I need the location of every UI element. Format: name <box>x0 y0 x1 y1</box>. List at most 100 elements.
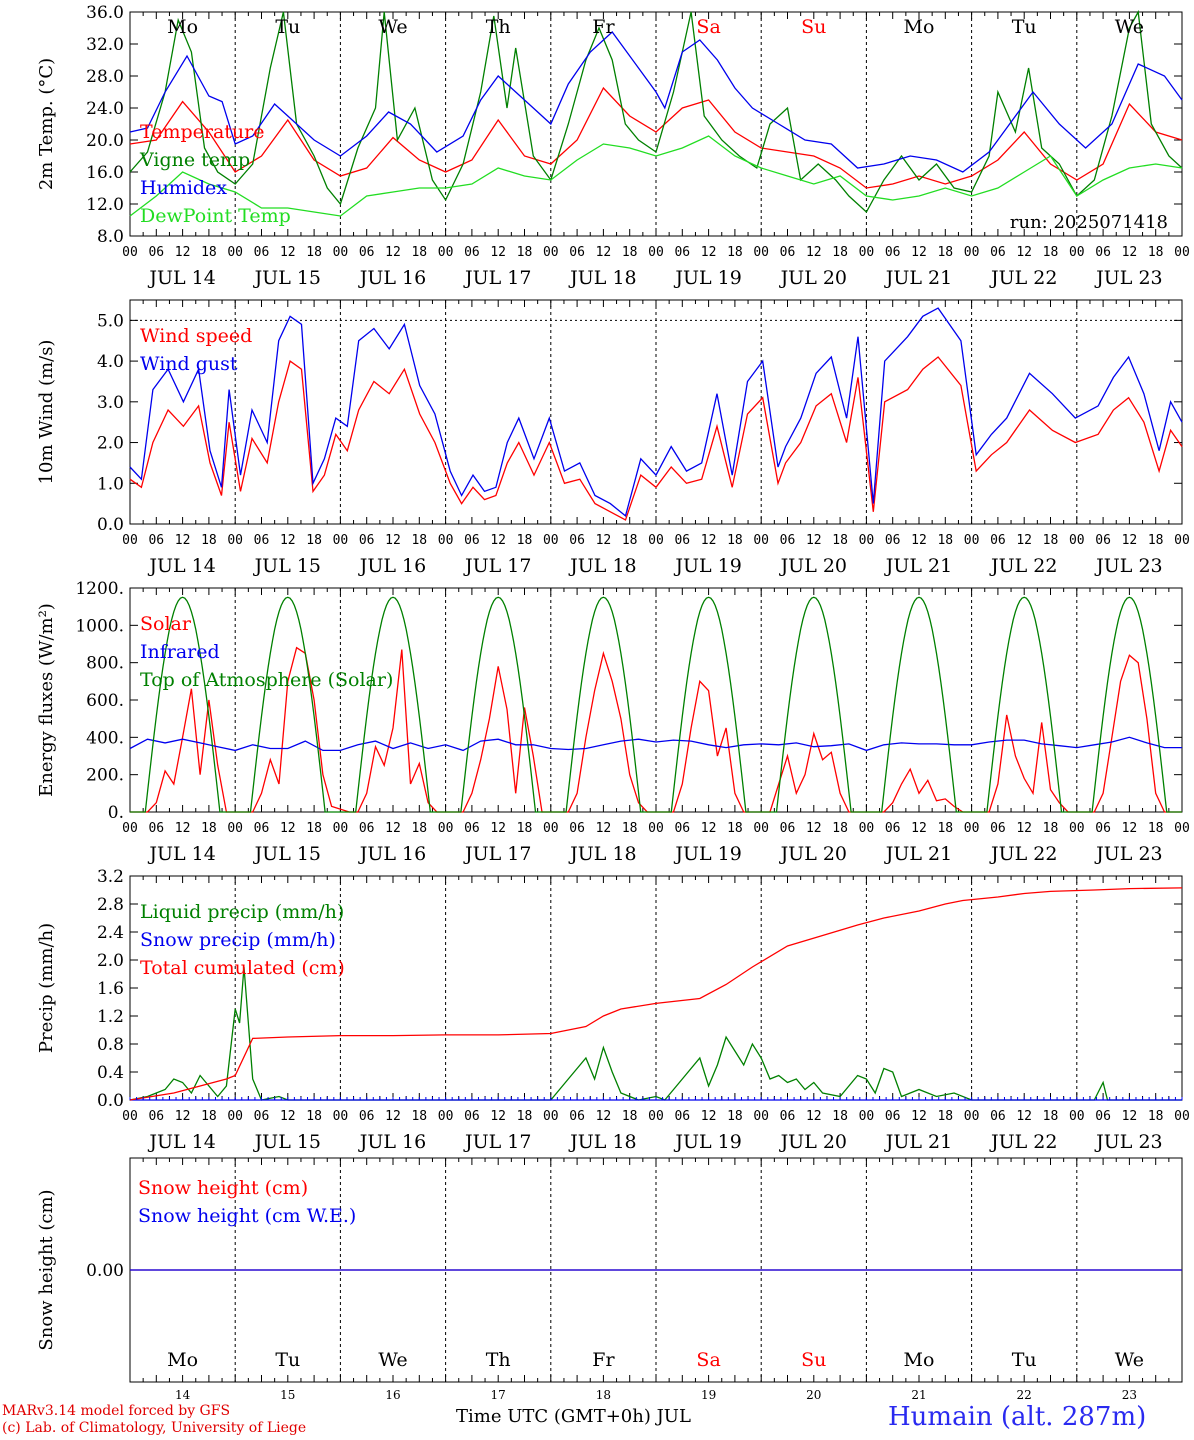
hour-label: 18 <box>1043 821 1059 836</box>
hour-label: 12 <box>385 245 401 260</box>
hour-label: 12 <box>385 1109 401 1124</box>
series-line-temperature <box>129 86 1183 189</box>
hour-label: 18 <box>727 821 743 836</box>
hour-label: 12 <box>806 1109 822 1124</box>
hour-label: 12 <box>911 533 927 548</box>
hour-label: 00 <box>648 1109 664 1124</box>
date-label: JUL 16 <box>358 267 426 289</box>
y-tick-label: 0.0 <box>97 1091 124 1111</box>
y-tick-label: 8.0 <box>97 227 124 247</box>
day-number: 19 <box>701 1388 716 1402</box>
hour-label: 00 <box>333 533 349 548</box>
hour-label: 00 <box>227 533 243 548</box>
y-tick-label: 1.0 <box>97 474 124 494</box>
hour-label: 12 <box>911 1109 927 1124</box>
date-label: JUL 23 <box>1094 843 1162 865</box>
series-line-dewpoint-temp <box>129 135 1183 217</box>
hour-label: 12 <box>1016 245 1032 260</box>
hour-label: 18 <box>411 245 427 260</box>
hour-label: 00 <box>543 1109 559 1124</box>
hour-label: 18 <box>201 245 217 260</box>
hour-label: 18 <box>832 821 848 836</box>
hour-label: 18 <box>306 1109 322 1124</box>
y-tick-label: 16.0 <box>86 163 124 183</box>
date-label: JUL 15 <box>253 1131 321 1153</box>
hour-label: 12 <box>175 245 191 260</box>
run-annotation: run: 2025071418 <box>1010 212 1168 233</box>
hour-label: 12 <box>490 1109 506 1124</box>
hour-label: 06 <box>569 533 585 548</box>
hour-label: 18 <box>201 821 217 836</box>
series-line-liquid-precip-mm-h- <box>129 966 1182 1101</box>
date-label: JUL 20 <box>779 1131 847 1153</box>
hour-label: 18 <box>727 533 743 548</box>
hour-label: 00 <box>859 245 875 260</box>
y-tick-label: 0.8 <box>97 1035 124 1055</box>
hour-label: 06 <box>674 1109 690 1124</box>
hour-label: 00 <box>1174 1109 1190 1124</box>
hour-label: 12 <box>596 821 612 836</box>
day-name: Sa <box>696 1349 720 1371</box>
date-label: JUL 16 <box>358 1131 426 1153</box>
hour-label: 18 <box>1148 245 1164 260</box>
hour-label: 06 <box>464 1109 480 1124</box>
hour-label: 06 <box>254 821 270 836</box>
hour-label: 00 <box>227 821 243 836</box>
hour-label: 06 <box>1095 821 1111 836</box>
hour-label: 12 <box>596 533 612 548</box>
hour-label: 12 <box>806 245 822 260</box>
date-label: JUL 14 <box>147 1131 215 1153</box>
day-name: Mo <box>167 1349 198 1371</box>
hour-label: 12 <box>175 1109 191 1124</box>
date-label: JUL 15 <box>253 555 321 577</box>
hour-label: 06 <box>359 533 375 548</box>
hour-label: 00 <box>122 533 138 548</box>
date-label: JUL 20 <box>779 555 847 577</box>
date-label: JUL 18 <box>568 267 636 289</box>
hour-label: 06 <box>1095 245 1111 260</box>
panel-5: 0.00 Snow height (cm) Snow height (cm) Snow… <box>36 1157 1183 1402</box>
day-name: Mo <box>904 1349 935 1371</box>
hour-label: 18 <box>1043 245 1059 260</box>
hour-label: 12 <box>1122 533 1138 548</box>
hour-label: 18 <box>937 1109 953 1124</box>
day-number: 18 <box>596 1388 611 1402</box>
legend-entry: Snow height (cm W.E.) <box>138 1205 356 1227</box>
y-tick-label: 36.0 <box>86 3 124 23</box>
day-number: 16 <box>385 1388 400 1402</box>
hour-label: 12 <box>280 533 296 548</box>
hour-label: 18 <box>1043 533 1059 548</box>
y-tick-label: 800. <box>86 654 124 674</box>
hour-label: 00 <box>543 533 559 548</box>
day-number: 22 <box>1017 1388 1032 1402</box>
hour-label: 00 <box>438 821 454 836</box>
y-tick-label: 24.0 <box>86 99 124 119</box>
hour-label: 00 <box>1069 245 1085 260</box>
hour-label: 00 <box>753 821 769 836</box>
hour-label: 00 <box>859 821 875 836</box>
legend-entry: Top of Atmosphere (Solar) <box>140 669 393 691</box>
date-label: JUL 20 <box>779 843 847 865</box>
date-label: JUL 15 <box>253 843 321 865</box>
day-number: 14 <box>175 1388 191 1402</box>
day-name: Th <box>486 1349 511 1371</box>
hour-label: 00 <box>543 821 559 836</box>
panel-2: 0.0 1.0 2.0 3.0 4.0 5.0 10m Wind (m/s) 00 06 12 18… <box>36 299 1190 577</box>
y-tick-label: 1200. <box>75 579 124 599</box>
hour-label: 12 <box>1122 821 1138 836</box>
hour-label: 06 <box>464 821 480 836</box>
y-tick-label: 2.4 <box>97 923 124 943</box>
time-axis-label: Time UTC (GMT+0h) JUL <box>456 1406 691 1427</box>
y-tick-label: 3.0 <box>97 393 124 413</box>
hour-label: 18 <box>622 533 638 548</box>
hour-label: 12 <box>175 821 191 836</box>
hour-label: 06 <box>780 1109 796 1124</box>
date-label: JUL 21 <box>884 1131 952 1153</box>
hour-label: 00 <box>1174 245 1190 260</box>
hour-label: 12 <box>1016 533 1032 548</box>
legend-entry: Solar <box>140 613 192 635</box>
hour-label: 12 <box>1016 1109 1032 1124</box>
hour-label: 12 <box>596 1109 612 1124</box>
hour-label: 00 <box>1069 821 1085 836</box>
